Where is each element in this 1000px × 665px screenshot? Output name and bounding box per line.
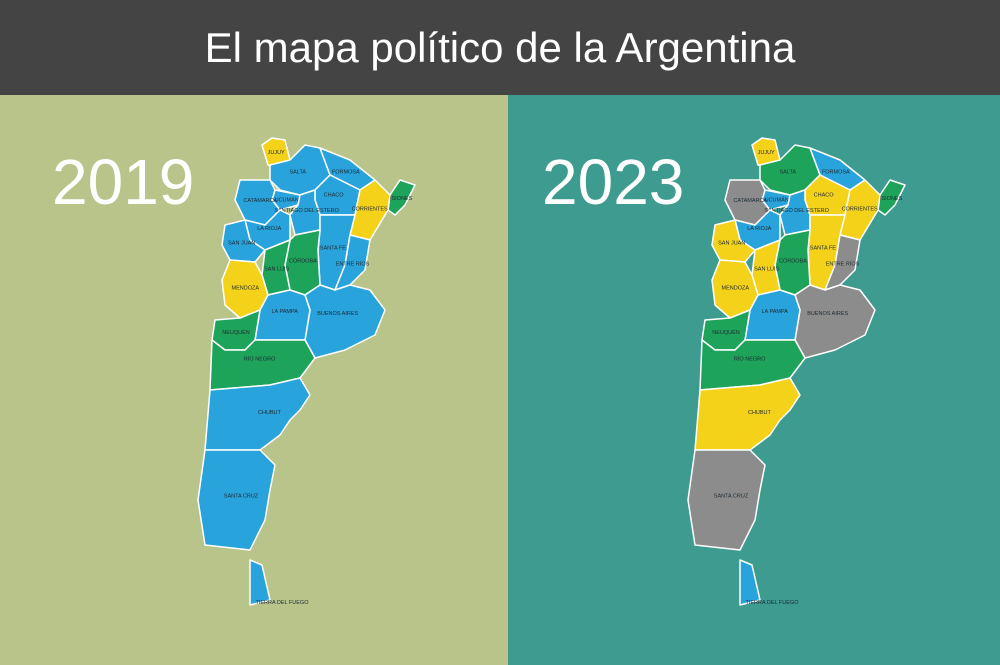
province-label: RÍO NEGRO [734, 355, 766, 362]
province-label: CHACO [814, 192, 835, 198]
province-label: BUENOS AIRES [807, 311, 848, 317]
province-label: SANTA CRUZ [714, 494, 749, 500]
province-label: SANTIAGO DEL ESTERO [764, 208, 829, 214]
province-label: JUJUY [268, 150, 285, 156]
year: 2019 [52, 146, 194, 218]
province-label: LA RIOJA [257, 226, 281, 232]
province-label: SALTA [779, 169, 796, 175]
province-label: FORMOSA [822, 170, 850, 176]
province-label: JUJUY [758, 150, 775, 156]
province-label: SANTA CRUZ [224, 494, 259, 500]
province [249, 559, 271, 606]
province-label: LA PAMPA [762, 309, 789, 315]
province-label: CORRIENTES [842, 207, 878, 213]
province-label: SALTA [289, 169, 306, 175]
province-label: CÓRDOBA [289, 258, 317, 265]
province-label: RÍO NEGRO [244, 355, 276, 362]
province-label: MENDOZA [722, 286, 750, 292]
province-label: MISIONES [385, 196, 412, 202]
province-label: CHACO [324, 192, 345, 198]
province-label: LA RIOJA [747, 226, 771, 232]
map-2023: 2023 JUJUY SALTA FORMOSA CHACO MISIONES CORRIE… [542, 137, 906, 606]
province-label: SANTIAGO DEL ESTERO [274, 208, 339, 214]
province-label: MENDOZA [232, 286, 260, 292]
province-label: TIERRA DEL FUEGO [746, 600, 800, 606]
province-label: BUENOS AIRES [317, 311, 358, 317]
province-label: SANTA FE [320, 246, 347, 252]
province-label: MISIONES [875, 196, 902, 202]
title: El mapa político de la Argentina [0, 0, 1000, 95]
province-label: ENTRE RÍOS [336, 261, 370, 268]
province [739, 559, 761, 606]
year: 2023 [542, 146, 684, 218]
province [197, 449, 276, 551]
province-label: NEUQUÉN [222, 329, 250, 336]
province-label: SAN LUIS [754, 267, 779, 273]
maps: 2019 JUJUY SALTA FORMOSA CHACO MISIONES CORRIE… [0, 95, 1000, 665]
province-label: CORRIENTES [352, 207, 388, 213]
province-label: CHUBUT [258, 410, 282, 416]
province-label: SAN LUIS [264, 267, 289, 273]
province-label: CATAMARCA [733, 198, 767, 204]
province-label: SAN JUAN [228, 241, 255, 247]
province-label: TUCUMÁN [271, 196, 299, 203]
province [687, 449, 766, 551]
province-label: ENTRE RÍOS [826, 261, 860, 268]
province-label: TIERRA DEL FUEGO [256, 600, 310, 606]
province-label: CHUBUT [748, 410, 772, 416]
province-label: FORMOSA [332, 170, 360, 176]
map-2019: 2019 JUJUY SALTA FORMOSA CHACO MISIONES CORRIE… [52, 137, 416, 606]
province-label: LA PAMPA [272, 309, 299, 315]
province-label: NEUQUÉN [712, 329, 740, 336]
province-label: TUCUMÁN [761, 196, 789, 203]
province-label: SAN JUAN [718, 241, 745, 247]
province-label: CATAMARCA [243, 198, 277, 204]
province [711, 219, 756, 263]
province [221, 219, 266, 263]
province-label: SANTA FE [810, 246, 837, 252]
province-label: CÓRDOBA [779, 258, 807, 265]
